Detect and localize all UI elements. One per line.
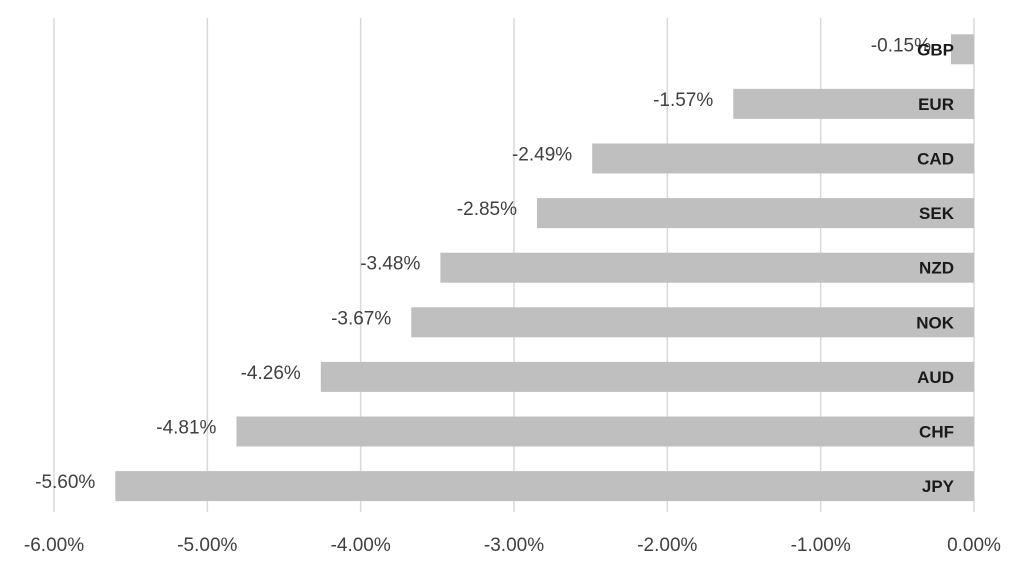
bar-sek (537, 198, 974, 229)
x-tick-label: -1.00% (791, 535, 851, 556)
data-label-eur: -1.57% (653, 90, 713, 111)
category-label-cad: CAD (917, 150, 954, 169)
category-label-nok: NOK (916, 313, 955, 332)
bar-gbp (951, 34, 974, 65)
x-axis-tick-labels: -6.00% -5.00% -4.00% -3.00% -2.00% -1.00% 0.00… (24, 535, 1001, 556)
bar-jpy (115, 471, 975, 502)
x-tick-label: 0.00% (947, 535, 1001, 556)
bar-chf (236, 416, 974, 447)
category-labels: GBP EUR CAD SEK NZD NOK AUD CHF JPY (916, 40, 955, 496)
bar-cad (592, 143, 974, 174)
x-tick-label: -6.00% (24, 535, 84, 556)
data-label-gbp: -0.15% (871, 35, 931, 56)
data-label-aud: -4.26% (241, 363, 301, 384)
x-tick-label: -5.00% (177, 535, 237, 556)
category-label-gbp: GBP (917, 40, 954, 59)
bar-nok (411, 307, 974, 338)
category-label-sek: SEK (919, 204, 955, 223)
x-tick-label: -4.00% (331, 535, 391, 556)
bar-eur (733, 88, 974, 119)
bar-nzd (440, 252, 974, 283)
data-labels: -0.15% -1.57% -2.49% -2.85% -3.48% -3.67% -4.2… (35, 35, 931, 493)
data-label-sek: -2.85% (457, 199, 517, 220)
category-label-aud: AUD (917, 368, 954, 387)
data-label-chf: -4.81% (156, 418, 216, 439)
x-tick-label: -2.00% (637, 535, 697, 556)
data-label-jpy: -5.60% (35, 472, 95, 493)
category-label-chf: CHF (919, 423, 954, 442)
data-label-nok: -3.67% (331, 308, 391, 329)
x-tick-label: -3.00% (484, 535, 544, 556)
data-label-cad: -2.49% (512, 145, 572, 166)
bar-aud (320, 361, 974, 392)
category-label-jpy: JPY (922, 477, 955, 496)
data-label-nzd: -3.48% (360, 254, 420, 275)
bars (115, 34, 975, 502)
category-label-eur: EUR (918, 95, 954, 114)
category-label-nzd: NZD (919, 259, 954, 278)
